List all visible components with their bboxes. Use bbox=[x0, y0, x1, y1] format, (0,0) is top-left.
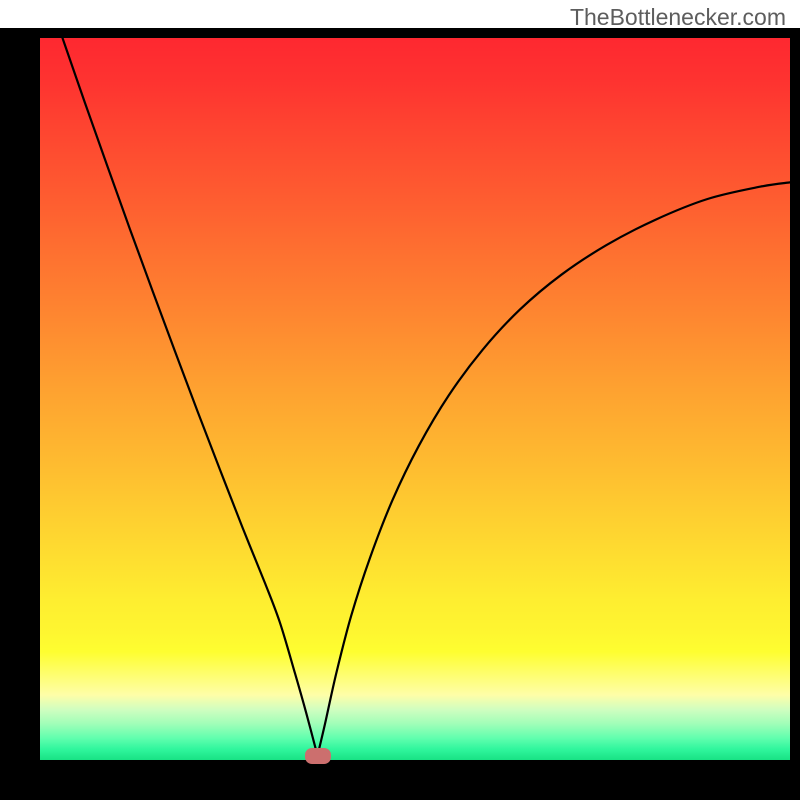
chart-background bbox=[40, 38, 790, 760]
watermark-label: TheBottlenecker.com bbox=[570, 4, 786, 31]
chart-container: TheBottlenecker.com bbox=[0, 0, 800, 800]
